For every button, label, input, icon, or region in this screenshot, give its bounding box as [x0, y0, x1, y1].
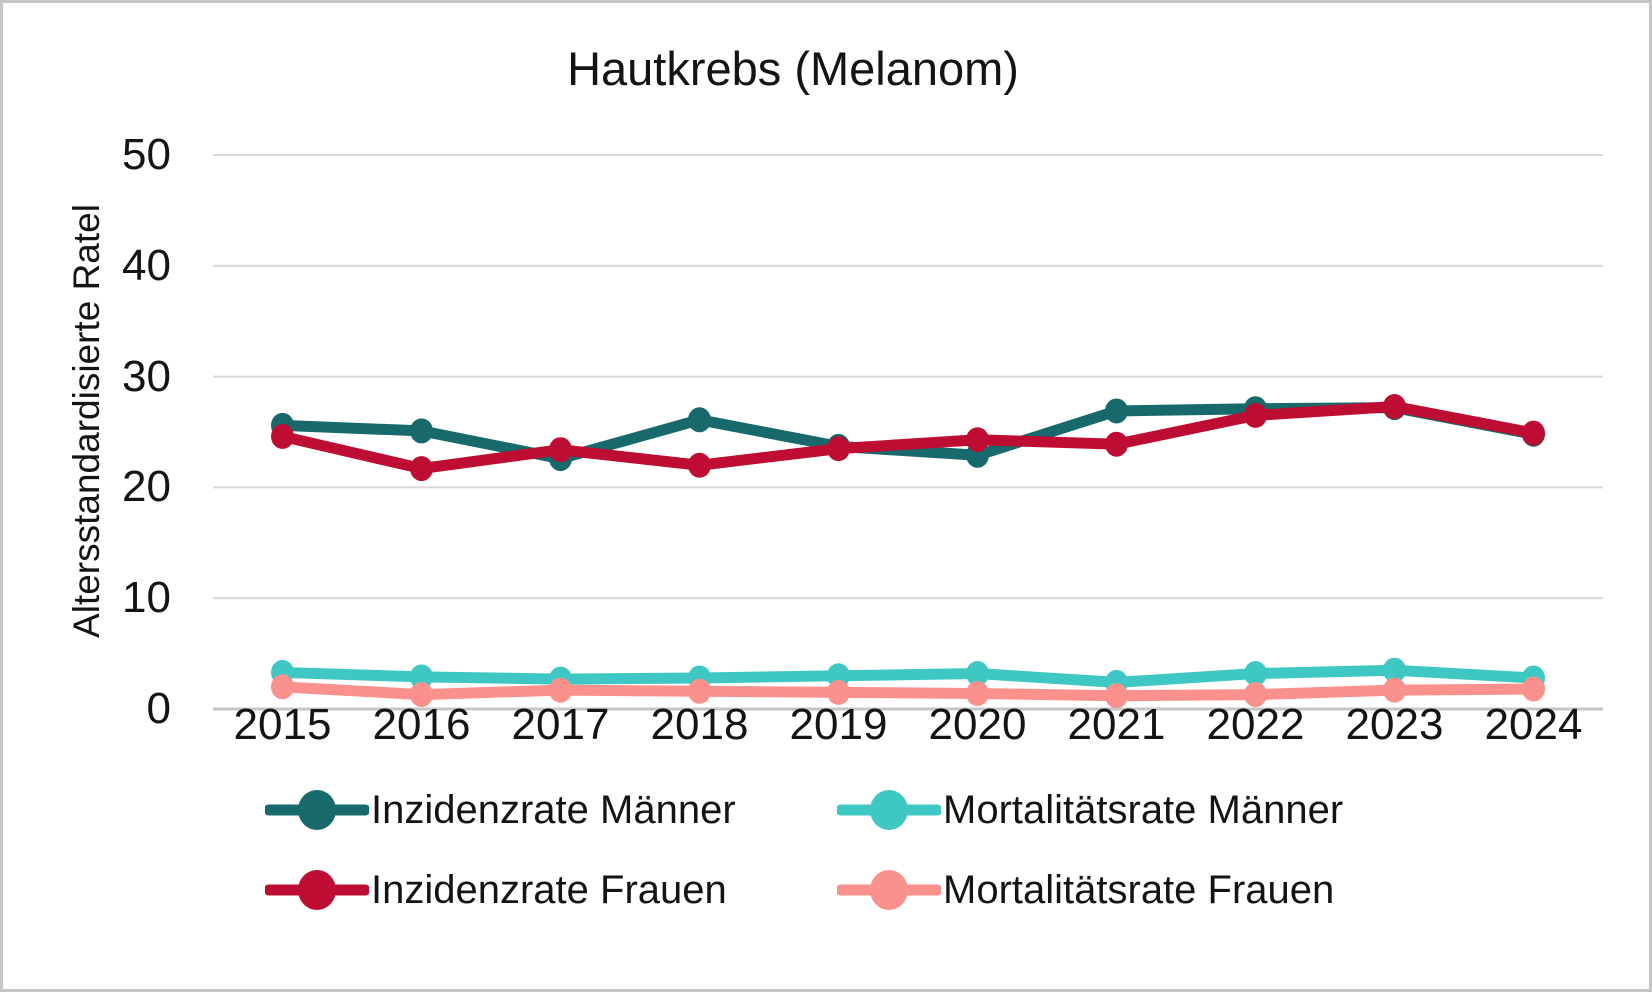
- legend-item-mortalitatsrate-frauen: Mortalitätsrate Frauen: [837, 866, 1334, 914]
- marker-inzidenzrate-frauen-2022: [1244, 402, 1267, 428]
- legend-label: Inzidenzrate Frauen: [371, 868, 727, 912]
- y-tick-label-20: 20: [122, 462, 171, 512]
- y-tick-label-10: 10: [122, 573, 171, 623]
- marker-mortalitatsrate-frauen-2018: [688, 678, 711, 704]
- legend-marker-icon: [265, 790, 369, 830]
- legend-marker-icon: [265, 870, 369, 910]
- marker-mortalitatsrate-frauen-2024: [1522, 676, 1545, 702]
- marker-mortalitatsrate-frauen-2023: [1383, 677, 1406, 703]
- series-line-mortalitatsrate-frauen: [277, 681, 1539, 702]
- series-line-mortalitatsrate-manner: [277, 664, 1539, 688]
- marker-mortalitatsrate-manner-2023: [1383, 657, 1406, 683]
- marker-mortalitatsrate-manner-2020: [966, 661, 989, 687]
- x-tick-label-2020: 2020: [928, 700, 1027, 749]
- legend-dot: [870, 870, 908, 910]
- marker-mortalitatsrate-frauen-2017: [549, 677, 572, 703]
- marker-inzidenzrate-frauen-2024: [1522, 420, 1545, 446]
- marker-inzidenzrate-frauen-2015: [271, 423, 294, 449]
- legend-dot: [298, 790, 336, 830]
- x-tick-label-2024: 2024: [1484, 700, 1583, 749]
- plot-area: [213, 154, 1603, 711]
- legend-item-inzidenzrate-frauen: Inzidenzrate Frauen: [265, 866, 727, 914]
- x-tick-label-2023: 2023: [1345, 700, 1444, 749]
- legend-label: Inzidenzrate Männer: [371, 788, 736, 832]
- marker-inzidenzrate-frauen-2023: [1383, 394, 1406, 420]
- y-tick-label-40: 40: [122, 240, 171, 290]
- y-tick-label-0: 0: [146, 684, 171, 733]
- y-tick-label-50: 50: [122, 130, 171, 179]
- marker-inzidenzrate-frauen-2020: [966, 427, 989, 453]
- marker-inzidenzrate-manner-2018: [688, 407, 711, 433]
- series-line-inzidenzrate-frauen: [277, 401, 1539, 475]
- marker-mortalitatsrate-manner-2022: [1244, 661, 1267, 687]
- marker-inzidenzrate-frauen-2017: [549, 437, 572, 463]
- legend-dot: [870, 790, 908, 830]
- marker-mortalitatsrate-manner-2016: [410, 664, 433, 690]
- legend-item-mortalitatsrate-manner: Mortalitätsrate Männer: [837, 786, 1343, 834]
- chart-title: Hautkrebs (Melanom): [567, 42, 1019, 95]
- marker-mortalitatsrate-frauen-2021: [1105, 683, 1128, 709]
- legend-label: Mortalitätsrate Frauen: [943, 868, 1335, 912]
- legend-label: Mortalitätsrate Männer: [943, 788, 1344, 832]
- x-tick-label-2021: 2021: [1067, 700, 1166, 749]
- legend-dot: [298, 870, 336, 910]
- marker-mortalitatsrate-frauen-2022: [1244, 682, 1267, 708]
- marker-inzidenzrate-frauen-2016: [410, 456, 433, 482]
- x-tick-label-2015: 2015: [233, 700, 332, 749]
- x-tick-label-2022: 2022: [1206, 700, 1305, 749]
- marker-mortalitatsrate-frauen-2015: [271, 674, 294, 700]
- legend-marker-icon: [837, 790, 941, 830]
- marker-inzidenzrate-frauen-2018: [688, 452, 711, 478]
- x-tick-label-2017: 2017: [511, 700, 610, 749]
- x-tick-label-2018: 2018: [650, 700, 749, 749]
- legend-item-inzidenzrate-manner: Inzidenzrate Männer: [265, 786, 736, 834]
- legend-marker-icon: [837, 870, 941, 910]
- x-tick-label-2016: 2016: [372, 700, 471, 749]
- marker-mortalitatsrate-frauen-2020: [966, 680, 989, 706]
- marker-inzidenzrate-manner-2021: [1105, 398, 1128, 424]
- marker-inzidenzrate-frauen-2021: [1105, 431, 1128, 457]
- marker-inzidenzrate-manner-2016: [410, 418, 433, 444]
- y-tick-label-30: 30: [122, 351, 171, 401]
- marker-mortalitatsrate-frauen-2019: [827, 679, 850, 705]
- x-tick-label-2019: 2019: [789, 700, 888, 749]
- marker-inzidenzrate-frauen-2019: [827, 436, 850, 462]
- marker-mortalitatsrate-frauen-2016: [410, 682, 433, 708]
- series-line-inzidenzrate-manner: [277, 402, 1539, 465]
